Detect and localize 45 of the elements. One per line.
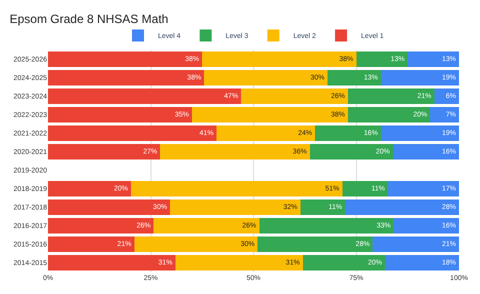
bar [48,218,154,234]
bar [385,255,459,270]
bar [175,255,303,270]
bar [154,218,260,234]
bar [204,70,328,86]
bar [131,181,342,196]
bar [202,52,356,67]
bar [170,200,300,215]
bar [192,107,348,122]
bar [380,70,459,86]
bar [48,126,217,141]
bar [348,107,430,122]
bar [48,52,202,67]
bar [48,107,192,122]
bar [300,200,346,215]
bar [380,126,459,141]
bar [258,236,373,252]
bar [48,236,134,252]
bar [392,144,459,160]
bar [348,88,434,104]
bar [48,144,160,160]
bar [134,236,258,252]
bar [342,181,388,196]
bar [48,181,132,196]
bar [388,181,459,196]
bar [327,70,381,86]
bar [216,126,316,141]
bar [259,218,394,234]
bar [48,88,242,104]
bar [48,255,176,270]
bar [356,52,408,67]
bar [372,236,459,252]
bar [430,107,459,122]
bar [408,52,459,67]
bar [315,126,381,141]
bar [310,144,393,160]
bar [160,144,310,160]
bar [434,88,459,104]
bar [302,255,386,270]
chart-title: Epsom Grade 8 NHSAS Math [10,12,168,26]
bar [48,70,204,86]
bar [345,200,459,215]
bar [241,88,348,104]
bar [48,200,170,215]
bar [394,218,459,234]
